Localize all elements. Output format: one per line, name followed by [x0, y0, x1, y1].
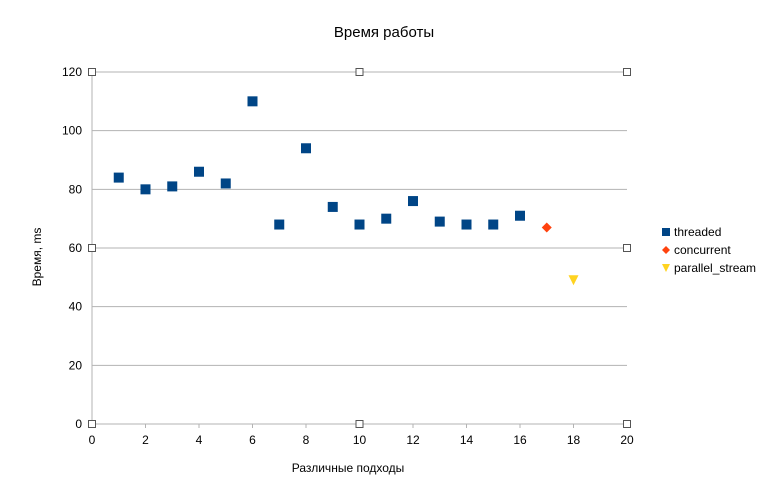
data-point-threaded — [167, 181, 178, 192]
y-tick-label: 100 — [62, 124, 82, 138]
x-tick-label: 12 — [406, 433, 420, 447]
resize-handle[interactable] — [623, 68, 631, 76]
data-point-parallel_stream — [568, 275, 579, 286]
data-point-threaded — [247, 96, 258, 107]
selection-handles[interactable] — [88, 68, 631, 428]
data-point-threaded — [140, 184, 151, 195]
legend-label-threaded: threaded — [674, 225, 721, 239]
data-point-threaded — [113, 172, 124, 183]
x-tick-label: 6 — [249, 433, 256, 447]
legend-marker-threaded — [662, 228, 670, 236]
resize-handle[interactable] — [88, 68, 96, 76]
legend-label-concurrent: concurrent — [674, 243, 731, 257]
x-axis-label: Различные подходы — [292, 461, 405, 475]
x-tick-label: 20 — [620, 433, 634, 447]
chart-title: Время работы — [334, 24, 434, 41]
data-points — [113, 96, 579, 286]
data-point-threaded — [381, 213, 392, 224]
resize-handle[interactable] — [623, 420, 631, 428]
x-tick-label: 4 — [196, 433, 203, 447]
x-tick-label: 16 — [513, 433, 527, 447]
x-tick-label: 2 — [142, 433, 149, 447]
data-point-threaded — [515, 210, 525, 221]
y-tick-label: 20 — [69, 358, 83, 372]
legend: threaded concurrent parallel_stream — [662, 225, 756, 275]
data-point-threaded — [327, 201, 338, 212]
data-point-threaded — [274, 219, 285, 230]
x-tick-label: 18 — [567, 433, 581, 447]
resize-handle[interactable] — [88, 244, 96, 252]
x-tick-label: 10 — [353, 433, 367, 447]
data-point-threaded — [408, 196, 418, 207]
data-point-threaded — [461, 219, 472, 230]
legend-label-parallel_stream: parallel_stream — [674, 261, 756, 275]
y-tick-label: 40 — [69, 300, 83, 314]
resize-handle[interactable] — [623, 244, 631, 252]
resize-handle[interactable] — [88, 420, 96, 428]
grid-lines — [92, 71, 627, 366]
data-point-threaded — [488, 219, 499, 230]
data-point-threaded — [220, 178, 231, 189]
data-point-threaded — [194, 166, 204, 177]
resize-handle[interactable] — [355, 420, 364, 428]
x-tick-label: 0 — [89, 433, 96, 447]
axes — [91, 72, 628, 428]
y-tick-label: 120 — [62, 65, 82, 79]
y-tick-label: 80 — [69, 182, 83, 196]
data-point-concurrent — [541, 222, 552, 233]
resize-handle[interactable] — [355, 68, 364, 76]
y-tick-label: 0 — [75, 417, 82, 431]
data-point-threaded — [301, 143, 311, 154]
data-point-threaded — [354, 219, 365, 230]
x-tick-label: 8 — [303, 433, 310, 447]
legend-marker-concurrent — [662, 246, 670, 254]
x-tick-label: 14 — [460, 433, 474, 447]
y-axis-label: Время, ms — [30, 228, 44, 287]
y-tick-label: 60 — [69, 241, 83, 255]
legend-marker-parallel_stream — [662, 264, 670, 272]
tick-labels: 0 20 40 60 80 100 120 0 2 4 6 8 10 12 14 16 18 20 — [62, 65, 634, 447]
data-point-threaded — [434, 216, 445, 227]
